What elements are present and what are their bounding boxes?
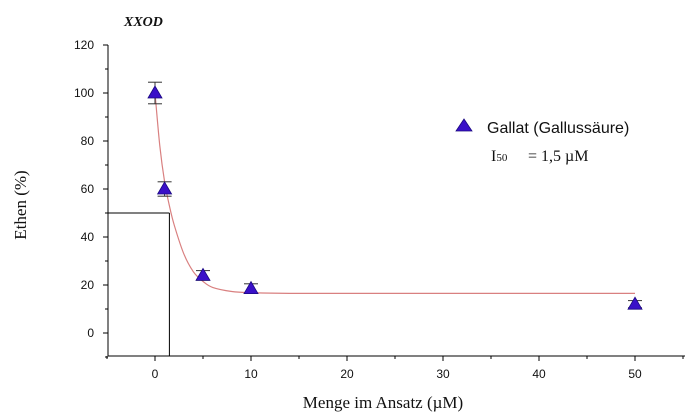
axes <box>107 45 685 357</box>
y-tick-label: 0 <box>87 326 94 340</box>
i50-subscript: 50 <box>496 152 508 164</box>
data-point <box>195 267 211 281</box>
legend-marker-triangle <box>455 118 473 132</box>
svg-text:I50: I50 <box>491 148 508 165</box>
y-tick-label: 80 <box>81 134 95 148</box>
triangle-marker <box>243 280 259 295</box>
triangle-marker <box>627 296 643 310</box>
y-tick-label: 60 <box>81 182 95 196</box>
x-axis-label: Menge im Ansatz (µM) <box>303 393 463 412</box>
i50-guides <box>108 212 170 356</box>
data-point <box>156 181 173 197</box>
data-point <box>627 296 643 310</box>
x-tick-label: 50 <box>628 367 642 381</box>
y-tick-label: 120 <box>74 38 94 52</box>
chart-title: XXOD <box>123 15 163 30</box>
triangle-marker <box>147 85 163 99</box>
fit-curve <box>154 92 635 295</box>
y-axis-label: Ethen (%) <box>11 170 30 239</box>
data-point <box>147 81 163 105</box>
i50-value: = 1,5 µM <box>528 148 588 165</box>
x-tick-label: 10 <box>244 367 258 381</box>
x-tick-label: 20 <box>340 367 354 381</box>
i50-annotation: I50 = 1,5 µM <box>491 148 588 165</box>
triangle-marker <box>195 267 211 281</box>
y-tick-label: 20 <box>81 278 95 292</box>
data-point <box>243 280 259 295</box>
legend-label: Gallat (Gallussäure) <box>487 120 629 137</box>
ticks: 0 20 40 60 80 100 120 0 10 20 30 40 50 <box>74 38 684 381</box>
legend: Gallat (Gallussäure) <box>455 118 629 137</box>
x-tick-label: 30 <box>436 367 450 381</box>
y-tick-label: 100 <box>74 86 94 100</box>
y-tick-label: 40 <box>81 230 95 244</box>
fit-curve-group <box>154 92 635 295</box>
i50-symbol: I <box>491 148 496 165</box>
x-tick-label: 0 <box>152 367 159 381</box>
triangle-marker <box>156 181 173 195</box>
data-points <box>147 81 643 310</box>
x-tick-label: 40 <box>532 367 546 381</box>
